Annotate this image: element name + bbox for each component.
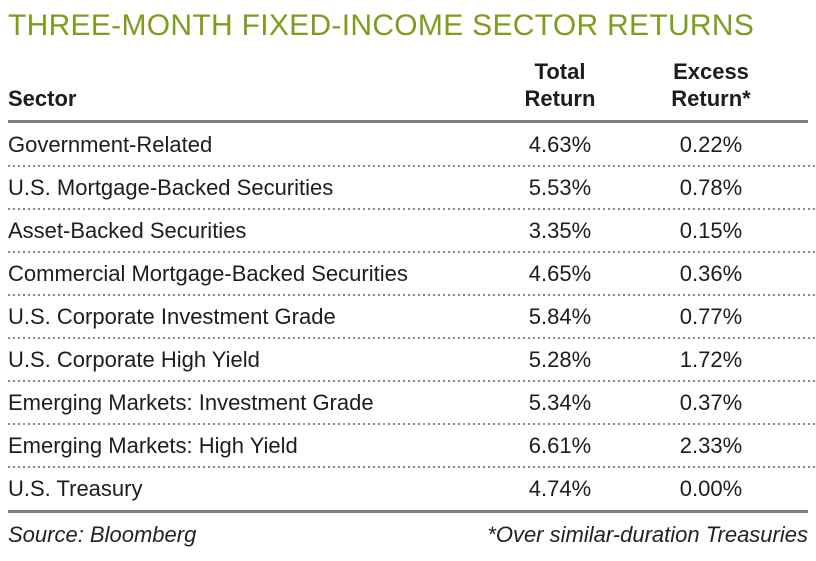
table-footer: Source: Bloomberg *Over similar-duration… — [8, 513, 808, 548]
sector-cell: Commercial Mortgage-Backed Securities — [8, 260, 408, 286]
table-row: U.S. Corporate Investment Grade 5.84% 0.… — [8, 295, 816, 339]
table-row: Asset-Backed Securities 3.35% 0.15% — [8, 209, 816, 253]
excess-return-cell: 1.72% — [679, 346, 743, 372]
footnote: *Over similar-duration Treasuries — [487, 522, 808, 547]
total-return-cell: 4.74% — [528, 475, 592, 501]
total-return-cell: 3.35% — [528, 217, 592, 243]
column-header-total-line1: Total — [534, 59, 586, 84]
excess-return-cell: 0.37% — [679, 389, 743, 415]
total-return-cell: 5.53% — [528, 174, 592, 200]
total-return-cell: 5.84% — [528, 303, 592, 329]
column-header-excess-line2: Return* — [671, 86, 751, 111]
excess-return-cell: 0.36% — [679, 260, 743, 286]
column-header-total-line2: Return — [524, 86, 596, 111]
table-row: U.S. Corporate High Yield 5.28% 1.72% — [8, 338, 816, 382]
total-return-cell: 6.61% — [528, 432, 592, 458]
column-header-excess-return: Excess Return* — [646, 58, 776, 112]
excess-return-cell: 0.15% — [679, 217, 743, 243]
sector-cell: U.S. Corporate Investment Grade — [8, 303, 336, 329]
table-row: Emerging Markets: Investment Grade 5.34%… — [8, 381, 816, 425]
total-return-cell: 4.63% — [528, 131, 592, 157]
excess-return-cell: 0.22% — [679, 131, 743, 157]
table-body: Government-Related 4.63% 0.22% U.S. Mort… — [8, 123, 816, 513]
sector-returns-table: Sector Total Return Excess Return* Gover… — [8, 58, 816, 548]
excess-return-cell: 2.33% — [679, 432, 743, 458]
column-header-total-return: Total Return — [505, 58, 615, 112]
excess-return-cell: 0.00% — [679, 475, 743, 501]
sector-cell: U.S. Treasury — [8, 475, 143, 501]
sector-cell: Emerging Markets: High Yield — [8, 432, 298, 458]
sector-cell: Emerging Markets: Investment Grade — [8, 389, 374, 415]
table-row: Government-Related 4.63% 0.22% — [8, 123, 816, 167]
table-row: Commercial Mortgage-Backed Securities 4.… — [8, 252, 816, 296]
sector-cell: U.S. Mortgage-Backed Securities — [8, 174, 334, 200]
table-row: Emerging Markets: High Yield 6.61% 2.33% — [8, 424, 816, 468]
sector-cell: U.S. Corporate High Yield — [8, 346, 260, 372]
excess-return-cell: 0.77% — [679, 303, 743, 329]
excess-return-cell: 0.78% — [679, 174, 743, 200]
column-header-sector: Sector — [8, 86, 77, 111]
sector-cell: Asset-Backed Securities — [8, 217, 247, 243]
source-note: Source: Bloomberg — [8, 522, 197, 547]
sector-cell: Government-Related — [8, 131, 213, 157]
total-return-cell: 5.28% — [528, 346, 592, 372]
table-row: U.S. Treasury 4.74% 0.00% — [8, 467, 808, 510]
table-row: U.S. Mortgage-Backed Securities 5.53% 0.… — [8, 166, 816, 210]
total-return-cell: 4.65% — [528, 260, 592, 286]
column-header-excess-line1: Excess — [673, 59, 749, 84]
figure-title: THREE-MONTH FIXED-INCOME SECTOR RETURNS — [8, 9, 755, 42]
total-return-cell: 5.34% — [528, 389, 592, 415]
table-header-row: Sector Total Return Excess Return* — [8, 58, 808, 123]
